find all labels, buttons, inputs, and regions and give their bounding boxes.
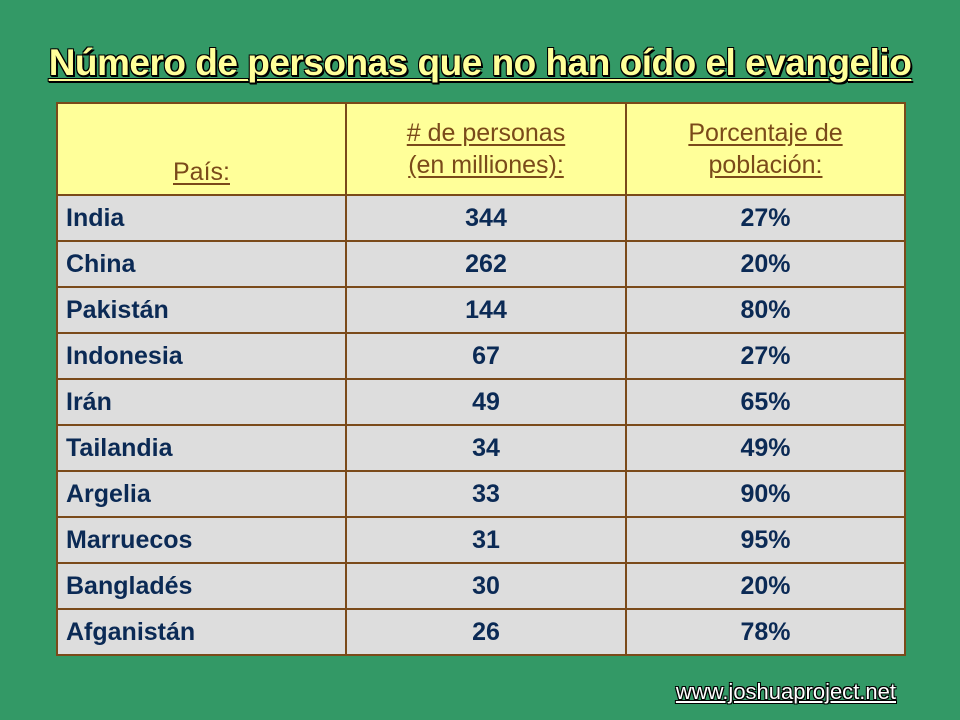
country-cell: Indonesia	[56, 332, 347, 380]
percent-cell: 20%	[625, 240, 906, 288]
table-row: Argelia 33 90%	[56, 470, 906, 518]
header-row: País: # de personas (en milliones): Porc…	[56, 102, 906, 196]
table-row: Tailandia 34 49%	[56, 424, 906, 472]
table-row: Pakistán 144 80%	[56, 286, 906, 334]
header-people-line1: # de personas	[406, 119, 566, 147]
country-cell: Afganistán	[56, 608, 347, 656]
people-cell: 49	[345, 378, 627, 426]
country-cell: Marruecos	[56, 516, 347, 564]
people-cell: 30	[345, 562, 627, 610]
people-cell: 31	[345, 516, 627, 564]
header-percent-line2: población:	[708, 151, 823, 179]
people-cell: 34	[345, 424, 627, 472]
header-people-line2: (en milliones):	[408, 151, 564, 179]
header-percent: Porcentaje de población:	[625, 102, 906, 196]
table-row: India 344 27%	[56, 194, 906, 242]
table-row: Indonesia 67 27%	[56, 332, 906, 380]
people-cell: 144	[345, 286, 627, 334]
country-cell: Irán	[56, 378, 347, 426]
country-cell: India	[56, 194, 347, 242]
country-cell: Argelia	[56, 470, 347, 518]
people-cell: 33	[345, 470, 627, 518]
table-row: Irán 49 65%	[56, 378, 906, 426]
percent-cell: 80%	[625, 286, 906, 334]
people-cell: 26	[345, 608, 627, 656]
header-country: País:	[56, 102, 347, 196]
table-row: Bangladés 30 20%	[56, 562, 906, 610]
data-table: País: # de personas (en milliones): Porc…	[56, 102, 906, 656]
percent-cell: 27%	[625, 332, 906, 380]
source-link[interactable]: www.joshuaproject.net	[675, 679, 896, 704]
table-row: Marruecos 31 95%	[56, 516, 906, 564]
percent-cell: 95%	[625, 516, 906, 564]
percent-cell: 20%	[625, 562, 906, 610]
percent-cell: 27%	[625, 194, 906, 242]
people-cell: 67	[345, 332, 627, 380]
table-row: China 262 20%	[56, 240, 906, 288]
header-country-label: País:	[173, 158, 230, 186]
percent-cell: 65%	[625, 378, 906, 426]
header-percent-line1: Porcentaje de	[688, 119, 843, 147]
slide-title: Número de personas que no han oído el ev…	[48, 42, 912, 83]
people-cell: 262	[345, 240, 627, 288]
percent-cell: 90%	[625, 470, 906, 518]
country-cell: Bangladés	[56, 562, 347, 610]
people-cell: 344	[345, 194, 627, 242]
country-cell: China	[56, 240, 347, 288]
country-cell: Pakistán	[56, 286, 347, 334]
percent-cell: 78%	[625, 608, 906, 656]
country-cell: Tailandia	[56, 424, 347, 472]
header-people: # de personas (en milliones):	[345, 102, 627, 196]
percent-cell: 49%	[625, 424, 906, 472]
table-row: Afganistán 26 78%	[56, 608, 906, 656]
